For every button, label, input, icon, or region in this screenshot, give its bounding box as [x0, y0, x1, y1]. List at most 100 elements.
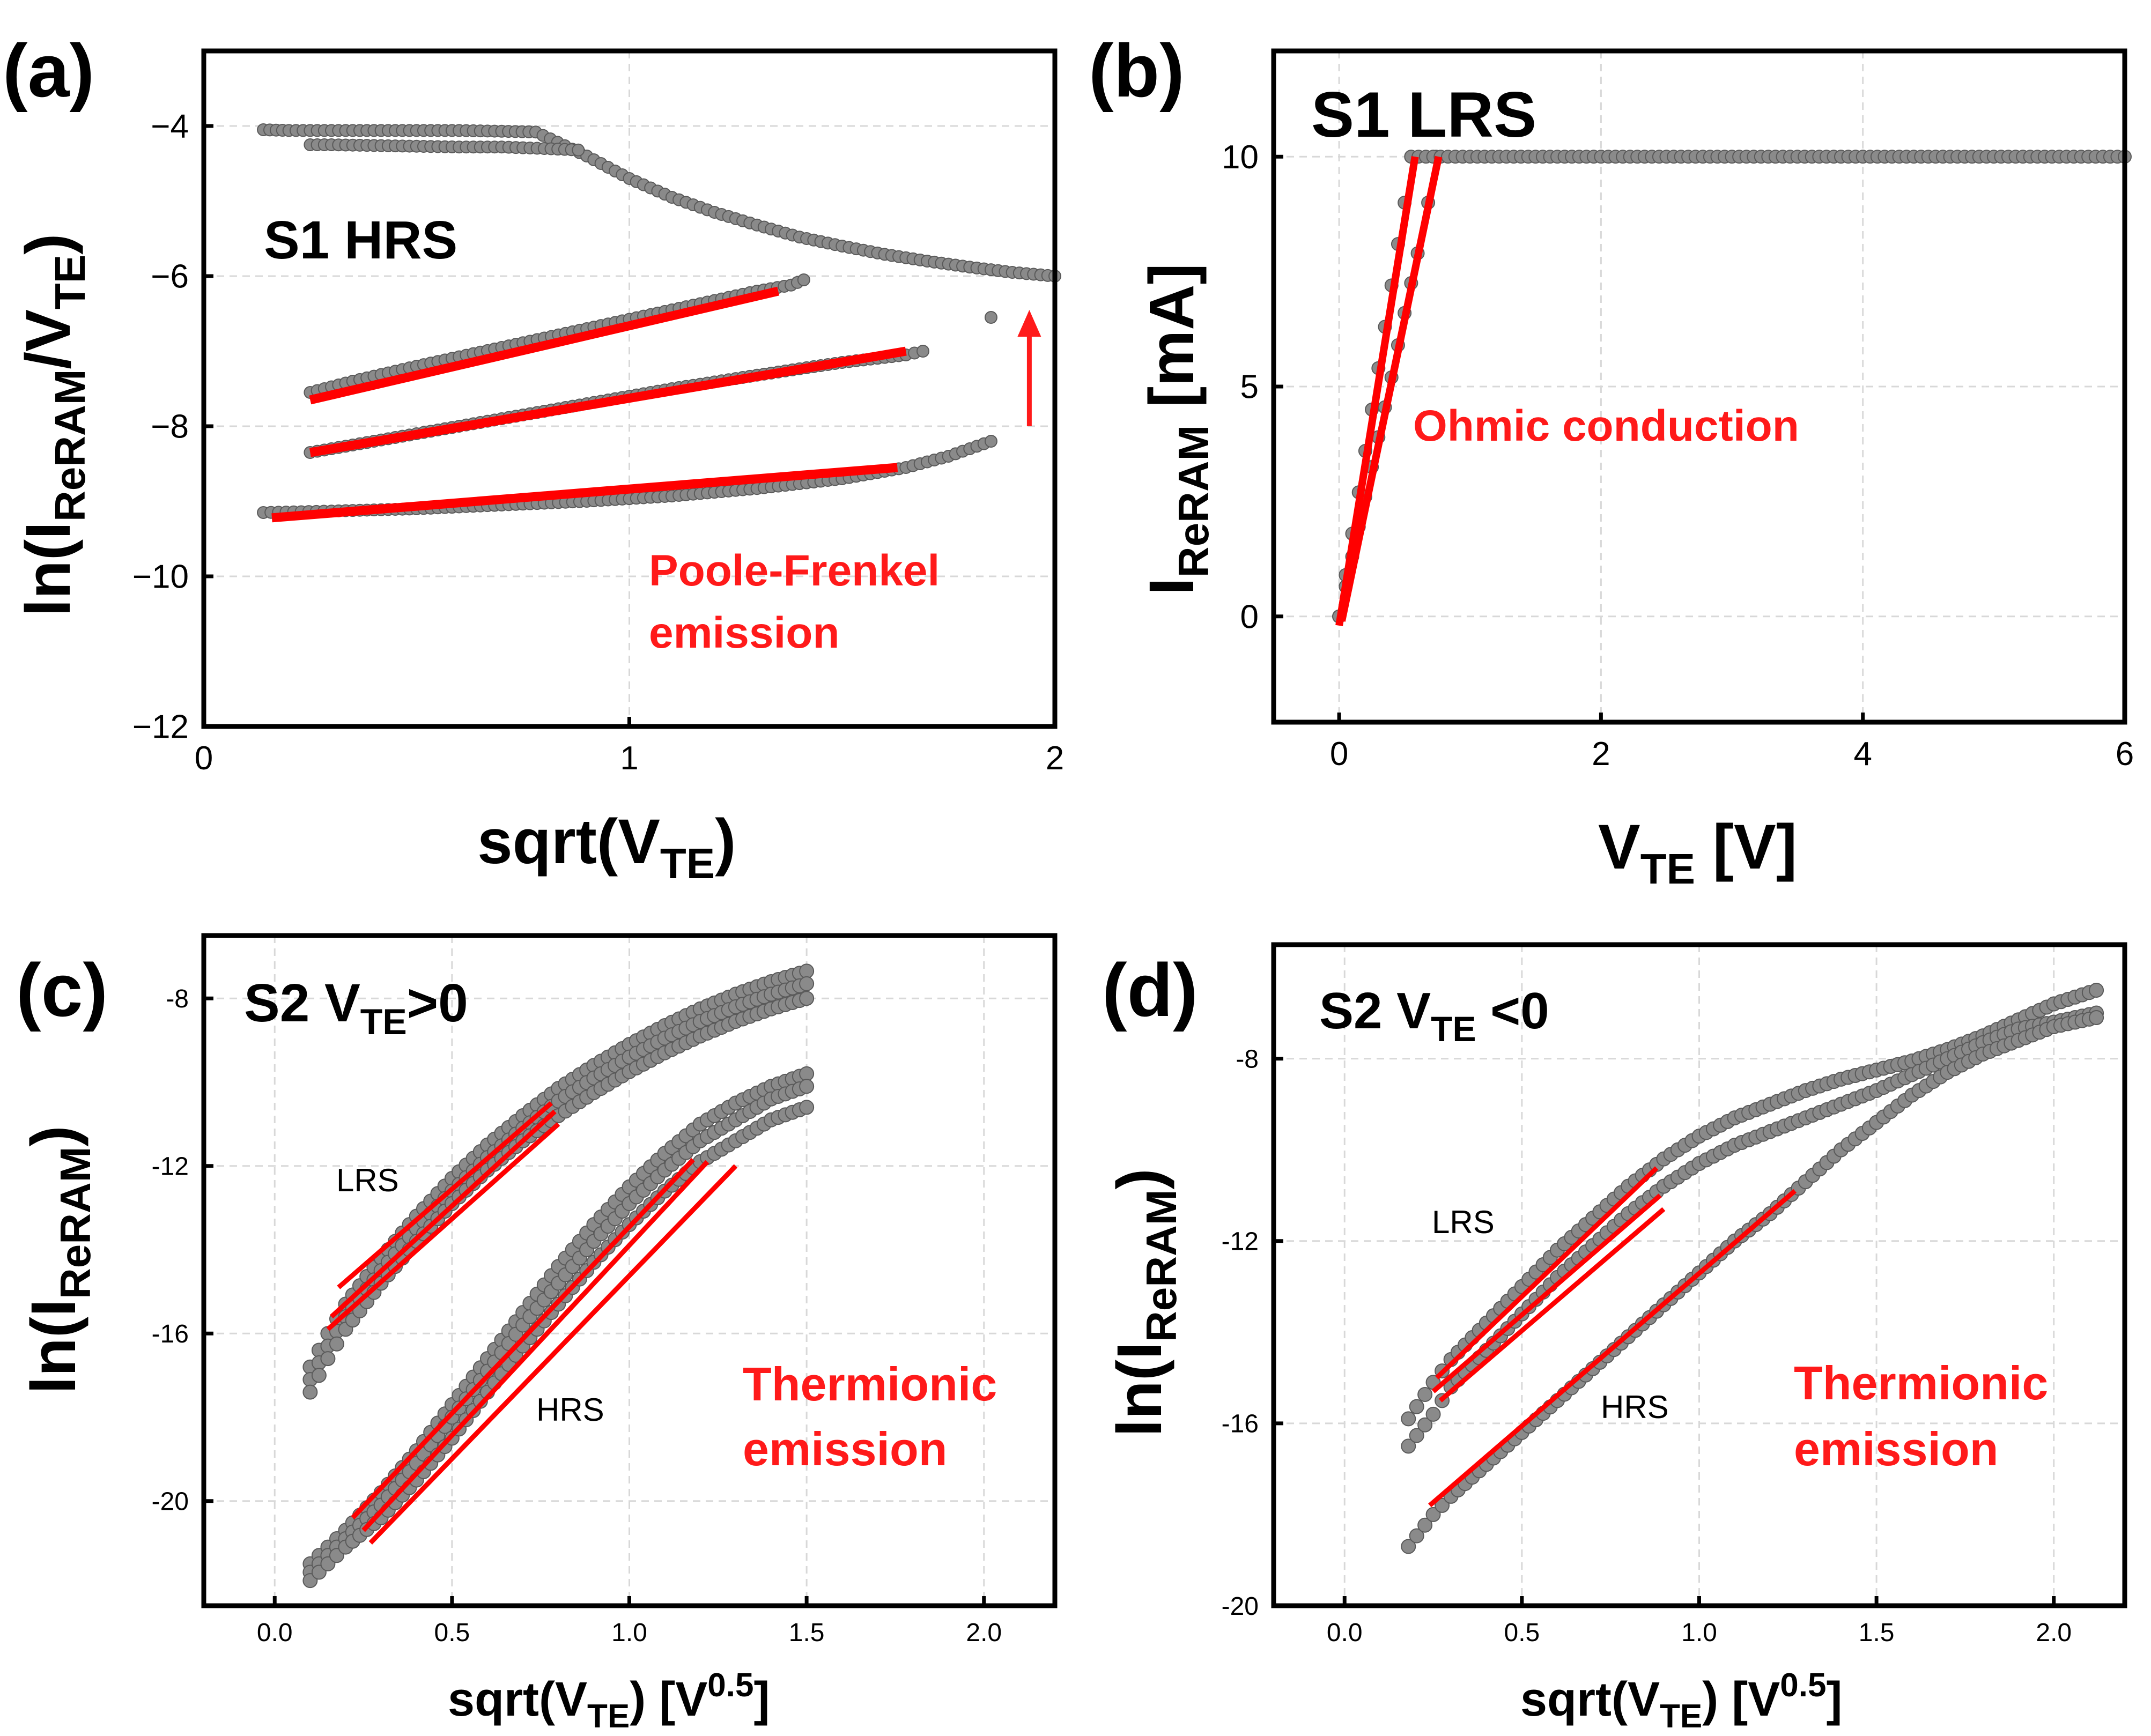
panel-a: 0 1 2 −12 −10 −8 −6 −4 (a) S1 HRS Poole-Frenkel…: [3, 28, 1064, 887]
y-tick-label: -12: [1222, 1228, 1259, 1256]
panel-b-title: S1 LRS: [1311, 79, 1536, 151]
panel-c-xlabel: sqrt(VTE) [V0.5]: [448, 1667, 770, 1735]
panel-a-arrow: [1017, 310, 1041, 426]
panel-d-ylabel: ln(IReRAM): [1104, 1168, 1185, 1437]
panel-c-title: S2 VTE>0: [244, 973, 468, 1042]
panel-b-xlabel: VTE [V]: [1598, 812, 1797, 893]
panel-d-annotation-2: emission: [1794, 1422, 1998, 1475]
panel-a-ticks: 0 1 2 −12 −10 −8 −6 −4: [132, 108, 1064, 777]
data-point: [1409, 1399, 1424, 1414]
fit-line: [271, 463, 898, 523]
x-tick-label: 0.5: [434, 1619, 470, 1647]
data-point: [2089, 983, 2104, 998]
x-tick-label: 2.0: [966, 1619, 1002, 1647]
panel-d-annotation-1: Thermionic: [1794, 1356, 2048, 1409]
data-point: [302, 1384, 318, 1400]
panel-d-hrs-label: HRS: [1601, 1389, 1669, 1425]
data-point: [799, 991, 815, 1006]
panel-a-annotation-2: emission: [649, 609, 839, 657]
fit-line: [351, 1158, 695, 1520]
panel-c-lrs-label: LRS: [336, 1162, 399, 1198]
y-tick-label: −12: [132, 709, 189, 746]
panel-a-letter: (a): [3, 28, 94, 113]
panel-b-annotation: Ohmic conduction: [1413, 402, 1799, 450]
data-point: [799, 976, 815, 991]
x-tick-label: 0.5: [1504, 1619, 1540, 1647]
fit-line: [1435, 1166, 1659, 1380]
x-tick-label: 1.0: [1681, 1619, 1717, 1647]
x-tick-label: 2.0: [2036, 1619, 2072, 1647]
x-tick-label: 6: [2116, 736, 2134, 773]
data-point: [329, 1336, 344, 1352]
fit-line: [330, 1109, 557, 1319]
data-point: [2089, 1010, 2104, 1026]
y-tick-label: −4: [151, 108, 189, 145]
panel-a-annotation-1: Poole-Frenkel: [649, 546, 940, 595]
panel-c-hrs-label: HRS: [536, 1392, 604, 1428]
x-tick-label: 0.0: [257, 1619, 293, 1647]
y-tick-label: −6: [151, 258, 189, 295]
y-tick-label: -16: [1222, 1410, 1259, 1438]
x-tick-label: 0.0: [1327, 1619, 1363, 1647]
panel-d-ticks: 0.0 0.5 1.0 1.5 2.0 -20 -16 -12 -8: [1222, 1045, 2072, 1647]
data-point: [1409, 1528, 1424, 1544]
data-point: [916, 345, 930, 358]
fit-line: [309, 346, 907, 457]
fit-line: [1438, 1207, 1666, 1403]
panel-c-grid: [204, 936, 1055, 1606]
fit-line: [361, 1160, 709, 1532]
panel-b: 0 2 4 6 0 5 10 (b) S1 LRS Ohmic conduction VTE…: [1089, 28, 2134, 893]
panel-c-annotation-1: Thermionic: [743, 1357, 997, 1411]
data-point: [1417, 1387, 1433, 1403]
data-point: [797, 273, 810, 286]
panel-a-title: S1 HRS: [264, 210, 457, 270]
data-point: [799, 1100, 815, 1115]
panel-a-xlabel: sqrt(VTE): [477, 806, 736, 887]
y-tick-label: -12: [152, 1152, 189, 1181]
y-tick-label: 5: [1240, 369, 1259, 406]
fit-line: [309, 286, 780, 405]
panel-b-letter: (b): [1089, 28, 1185, 113]
y-tick-label: -8: [166, 985, 189, 1013]
panel-c-fits: [326, 1101, 738, 1545]
fit-line: [1335, 156, 1419, 627]
data-point: [1409, 1428, 1424, 1443]
panel-d-xlabel: sqrt(VTE) [V0.5]: [1520, 1667, 1842, 1735]
fit-line: [337, 1101, 553, 1289]
x-tick-label: 1: [620, 740, 638, 777]
arrow-head: [1017, 310, 1041, 337]
data-point: [1401, 1438, 1416, 1454]
x-tick-label: 0: [1330, 736, 1348, 773]
data-point: [1401, 1411, 1416, 1427]
data-point: [1425, 1507, 1441, 1522]
x-tick-label: 0: [195, 740, 213, 777]
panel-d-letter: (d): [1102, 948, 1198, 1032]
panel-b-fits: [1335, 155, 1443, 627]
data-point: [1401, 1539, 1416, 1554]
data-point: [984, 435, 997, 448]
data-point: [1417, 1517, 1433, 1533]
data-point: [984, 311, 997, 324]
y-tick-label: -20: [1222, 1592, 1259, 1621]
x-tick-label: 1.5: [789, 1619, 825, 1647]
panel-b-ylabel: IReRAM [mA]: [1136, 263, 1217, 595]
y-tick-label: -20: [152, 1487, 189, 1516]
y-tick-label: -16: [152, 1320, 189, 1348]
y-tick-label: −10: [132, 559, 189, 596]
panel-c-points: [302, 963, 815, 1589]
data-point: [1425, 1406, 1441, 1422]
y-tick-label: −8: [151, 409, 189, 446]
panel-b-points: [1332, 150, 2132, 624]
panel-c-ylabel: ln(IReRAM): [18, 1125, 99, 1394]
y-tick-label: -8: [1236, 1045, 1259, 1073]
x-tick-label: 2: [1046, 740, 1064, 777]
x-tick-label: 1.0: [611, 1619, 647, 1647]
fit-line: [1338, 155, 1443, 622]
x-tick-label: 1.5: [1859, 1619, 1895, 1647]
panel-d: 0.0 0.5 1.0 1.5 2.0 -20 -16 -12 -8 (d) S2 VTE <0…: [1102, 942, 2127, 1735]
panel-a-fits: [271, 286, 907, 523]
x-tick-label: 4: [1853, 736, 1872, 773]
data-point: [311, 1368, 327, 1383]
data-point: [799, 1066, 815, 1081]
data-point: [799, 963, 815, 979]
